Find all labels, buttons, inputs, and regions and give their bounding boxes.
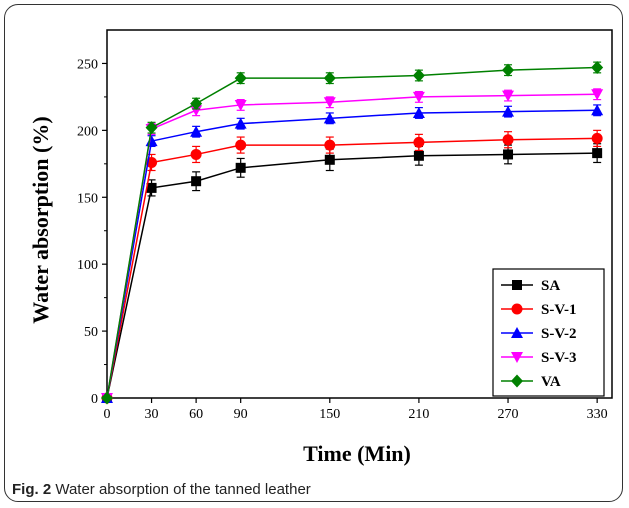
figure-caption-label: Fig. 2 — [12, 481, 52, 498]
data-point — [190, 148, 202, 160]
data-point — [412, 68, 425, 82]
data-point — [324, 139, 336, 151]
series-va — [101, 60, 604, 405]
legend-marker — [511, 352, 523, 363]
data-point — [502, 63, 515, 77]
y-tick-label: 50 — [84, 325, 98, 340]
legend-label: S-V-1 — [541, 302, 577, 318]
series-line — [106, 66, 598, 399]
series-s-v-1 — [101, 129, 603, 404]
data-point — [502, 105, 515, 117]
y-tick-label: 250 — [77, 57, 98, 72]
data-point — [235, 162, 246, 173]
y-tick-label: 150 — [77, 191, 98, 206]
y-axis-label: Water absorption (%) — [28, 116, 53, 323]
plot-area: 0 30 60 90 150 210 270 330 0 50 100 150 200 250 — [77, 29, 613, 422]
legend-label: SA — [541, 278, 560, 294]
series-line — [106, 152, 598, 399]
data-point — [323, 112, 336, 124]
x-tick-label: 30 — [145, 407, 159, 422]
legend-marker — [511, 303, 523, 315]
legend-label: VA — [541, 374, 561, 390]
figure-caption-text: Water absorption of the tanned leather — [55, 481, 311, 498]
data-point — [592, 148, 603, 159]
x-tick-label: 90 — [234, 407, 248, 422]
plot-border — [106, 29, 613, 399]
x-tick-label: 150 — [319, 407, 340, 422]
data-point — [190, 97, 203, 111]
data-point — [145, 121, 158, 135]
data-point — [591, 104, 604, 116]
data-point — [323, 71, 336, 85]
y-tick-label: 100 — [77, 258, 98, 273]
data-point — [412, 106, 425, 118]
legend-entry: S-V-1 — [501, 302, 577, 318]
data-point — [234, 117, 247, 129]
data-point — [235, 139, 247, 151]
data-point — [191, 176, 202, 187]
legend-label: S-V-3 — [541, 350, 577, 366]
data-point — [502, 134, 514, 146]
x-tick-label: 210 — [408, 407, 429, 422]
x-tick-label: 60 — [189, 407, 203, 422]
series-line — [106, 109, 598, 399]
legend-marker — [511, 374, 523, 388]
legend-entry: VA — [501, 374, 561, 390]
data-point — [591, 132, 603, 144]
figure-caption: Fig. 2 Water absorption of the tanned le… — [12, 481, 311, 498]
legend-entry: S-V-2 — [501, 326, 577, 342]
y-tick-label: 0 — [91, 392, 98, 407]
data-point — [502, 90, 515, 102]
data-point — [190, 125, 203, 137]
data-point — [101, 391, 113, 405]
y-tick-label: 200 — [77, 124, 98, 139]
legend-marker — [512, 280, 522, 290]
legend: SA S-V-1 S-V-2 S-V-3 VA — [492, 268, 605, 397]
x-axis-label: Time (Min) — [303, 441, 411, 466]
x-tick-label: 0 — [104, 407, 111, 422]
legend-label: S-V-2 — [541, 326, 577, 342]
series-s-v-2 — [101, 104, 604, 403]
legend-entry: S-V-3 — [501, 350, 577, 366]
data-point — [413, 136, 425, 148]
legend-entry: SA — [501, 278, 560, 294]
data-point — [591, 60, 604, 74]
data-point — [324, 154, 335, 165]
x-tick-label: 330 — [587, 407, 608, 422]
data-point — [591, 89, 604, 101]
data-point — [412, 91, 425, 103]
series-line — [106, 137, 598, 399]
data-point — [503, 149, 514, 160]
legend-marker — [511, 327, 523, 338]
data-point — [234, 71, 247, 85]
data-point — [146, 182, 157, 193]
x-tick-label: 270 — [498, 407, 519, 422]
series-line — [106, 93, 598, 399]
data-point — [190, 105, 203, 117]
data-point — [413, 150, 424, 161]
data-point — [234, 99, 247, 111]
data-point — [323, 97, 336, 109]
